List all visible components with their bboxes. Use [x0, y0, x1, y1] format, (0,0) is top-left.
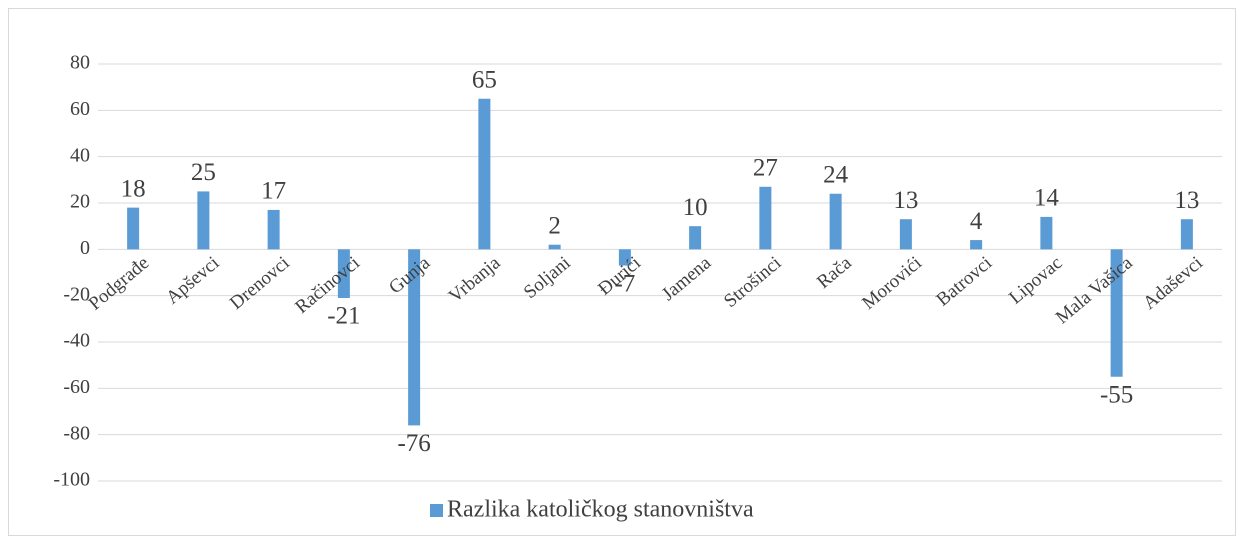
legend-swatch: [430, 504, 443, 517]
chart-border: [8, 8, 1236, 536]
y-tick-label: 80: [70, 52, 90, 74]
bar: [1180, 219, 1193, 250]
data-label: 24: [823, 161, 849, 188]
bar: [689, 226, 702, 250]
y-tick-label: -80: [63, 422, 90, 444]
data-label: 25: [191, 159, 216, 186]
bar: [337, 249, 350, 298]
bar: [1110, 249, 1123, 377]
bar: [829, 193, 842, 250]
y-tick-label: -20: [63, 283, 90, 305]
data-label: -55: [1100, 381, 1133, 408]
bar: [970, 240, 983, 250]
y-tick-label: -60: [63, 376, 90, 398]
bar: [478, 98, 491, 250]
data-label: 27: [753, 155, 778, 182]
data-label: 2: [548, 212, 561, 239]
data-label: -21: [327, 303, 360, 330]
legend-label: Razlika katoličkog stanovništva: [447, 497, 754, 523]
bar: [618, 249, 631, 266]
data-label: 13: [1174, 187, 1199, 214]
y-tick-label: -40: [63, 330, 90, 352]
data-label: -7: [614, 270, 635, 297]
bar: [267, 209, 280, 250]
data-label: 65: [472, 66, 497, 93]
bar: [548, 244, 561, 250]
data-label: 4: [970, 208, 983, 235]
data-label: -76: [397, 430, 430, 457]
bar: [1040, 216, 1053, 250]
bar: [197, 191, 210, 250]
y-tick-label: 60: [70, 98, 90, 120]
bar: [899, 219, 912, 250]
data-label: 17: [261, 178, 286, 205]
bar: [759, 186, 772, 250]
data-label: 14: [1034, 185, 1060, 212]
data-label: 18: [121, 175, 146, 202]
y-tick-label: -100: [53, 469, 90, 491]
bar: [408, 249, 421, 426]
data-label: 13: [893, 187, 918, 214]
y-tick-label: 20: [70, 191, 90, 213]
y-tick-label: 0: [80, 237, 90, 259]
data-label: 10: [683, 194, 708, 221]
y-tick-label: 40: [70, 144, 90, 166]
bar: [127, 207, 140, 250]
